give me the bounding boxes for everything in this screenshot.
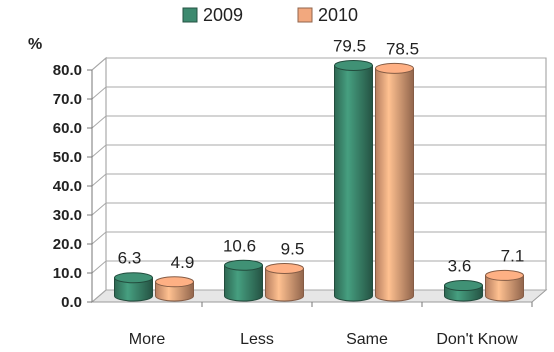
gridline — [91, 57, 546, 71]
data-label: 6.3 — [118, 249, 142, 268]
data-label: 78.5 — [386, 39, 419, 58]
x-category-label: Less — [240, 331, 274, 348]
x-category-label: More — [129, 331, 166, 348]
y-tick-label: 70.0 — [53, 91, 82, 108]
y-tick-label: 30.0 — [53, 207, 82, 224]
y-unit-label: % — [28, 36, 42, 53]
bar-top-cap — [334, 59, 373, 71]
x-category-label: Don't Know — [436, 331, 518, 348]
y-tick-label: 10.0 — [53, 265, 82, 282]
data-label: 79.5 — [333, 36, 366, 55]
bar-top-cap — [375, 62, 414, 74]
legend-label-2010: 2010 — [318, 5, 358, 25]
legend-label-2009: 2009 — [203, 5, 243, 25]
x-category-label: Same — [346, 331, 388, 348]
data-label: 7.1 — [501, 246, 525, 265]
legend-swatch-2010 — [297, 7, 313, 23]
legend-swatch-2009 — [182, 7, 198, 23]
bar-top-cap — [114, 272, 153, 284]
data-label: 3.6 — [448, 257, 472, 276]
bar-2009-same — [334, 64, 373, 302]
bar-2010-less — [265, 267, 304, 302]
bar-top-cap — [265, 262, 304, 274]
bar-2009-more — [114, 277, 153, 302]
bar-top-cap — [155, 276, 194, 288]
bar-2010-same — [375, 67, 414, 302]
data-label: 10.6 — [223, 236, 256, 255]
y-tick-label: 60.0 — [53, 120, 82, 137]
bar-top-cap — [444, 280, 483, 292]
data-label: 4.9 — [171, 253, 195, 272]
y-tick-label: 20.0 — [53, 236, 82, 253]
y-tick-label: 80.0 — [53, 62, 82, 79]
bar-2009-less — [224, 264, 263, 302]
bar-2010-don-t-know — [485, 274, 524, 302]
bar-top-cap — [224, 259, 263, 271]
bar-top-cap — [485, 269, 524, 281]
y-tick-label: 0.0 — [61, 294, 82, 311]
y-tick-label: 50.0 — [53, 149, 82, 166]
data-label: 9.5 — [281, 239, 305, 258]
y-tick-label: 40.0 — [53, 178, 82, 195]
